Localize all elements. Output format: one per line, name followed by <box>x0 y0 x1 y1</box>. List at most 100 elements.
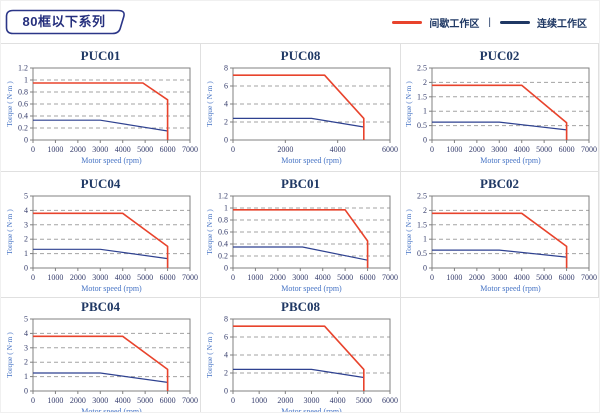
svg-text:3000: 3000 <box>491 273 507 282</box>
svg-text:5000: 5000 <box>536 145 552 154</box>
svg-text:1000: 1000 <box>446 145 462 154</box>
chart-cell: PUC01 0 1000 2000 3000 4000 5000 6000 7000 0 0.2 0… <box>1 44 201 172</box>
svg-text:Motor speed (rpm): Motor speed (rpm) <box>480 156 541 165</box>
svg-text:5: 5 <box>24 315 28 324</box>
chart-cell: PBC01 0 1000 2000 3000 4000 5000 6000 7000 0 0.2 0… <box>201 172 401 298</box>
svg-text:4: 4 <box>24 329 28 338</box>
chart-title: PBC01 <box>281 176 320 191</box>
svg-text:0: 0 <box>231 396 235 405</box>
svg-text:1000: 1000 <box>47 273 63 282</box>
svg-text:4000: 4000 <box>114 273 130 282</box>
svg-text:0: 0 <box>24 264 28 273</box>
svg-text:0: 0 <box>31 396 35 405</box>
svg-text:2000: 2000 <box>69 273 85 282</box>
svg-text:3000: 3000 <box>92 145 108 154</box>
svg-text:7000: 7000 <box>581 273 597 282</box>
chart-cell: PUC04 0 1000 2000 3000 4000 5000 6000 7000 0 1 2 3 4… <box>1 172 201 298</box>
svg-text:1000: 1000 <box>247 273 263 282</box>
svg-text:1000: 1000 <box>47 396 63 405</box>
svg-text:1: 1 <box>423 107 427 116</box>
svg-text:2: 2 <box>24 358 28 367</box>
svg-text:0: 0 <box>224 264 228 273</box>
page-header: 80框以下系列 间歇工作区 | 连续工作区 <box>1 1 599 43</box>
svg-text:6000: 6000 <box>382 145 398 154</box>
svg-text:7000: 7000 <box>182 396 198 405</box>
chart-title: PUC02 <box>479 48 520 63</box>
chart-cell: PBC04 0 1000 2000 3000 4000 5000 6000 7000 0 1 2 3 4… <box>1 298 201 413</box>
svg-text:0.2: 0.2 <box>218 252 228 261</box>
svg-text:3000: 3000 <box>292 273 308 282</box>
chart-cell: PBC02 0 1000 2000 3000 4000 5000 6000 7000 0 0.5 1… <box>401 172 599 298</box>
svg-text:5000: 5000 <box>137 396 153 405</box>
svg-text:6: 6 <box>224 82 228 91</box>
svg-text:0.8: 0.8 <box>218 216 228 225</box>
svg-text:1.2: 1.2 <box>18 64 28 73</box>
svg-text:Torque ( N·m ): Torque ( N·m ) <box>5 209 14 255</box>
svg-text:2.5: 2.5 <box>417 64 427 73</box>
chart-plot: 0 1000 2000 3000 4000 5000 6000 0 2 4 6 8 Motor spee… <box>205 315 398 413</box>
chart-plot: 0 1000 2000 3000 4000 5000 6000 7000 0 0.5 1 1.5 2 2.… <box>404 64 597 166</box>
svg-text:5000: 5000 <box>355 396 371 405</box>
svg-text:Motor speed (rpm): Motor speed (rpm) <box>81 407 142 413</box>
chart-title: PUC04 <box>80 176 121 191</box>
svg-text:Torque ( N·m ): Torque ( N·m ) <box>5 81 14 127</box>
svg-text:4000: 4000 <box>329 396 345 405</box>
svg-text:5000: 5000 <box>536 273 552 282</box>
chart-cell: PUC02 0 1000 2000 3000 4000 5000 6000 7000 0 0.5 1… <box>401 44 599 172</box>
svg-text:0: 0 <box>423 264 427 273</box>
svg-text:6: 6 <box>224 333 228 342</box>
svg-text:5000: 5000 <box>137 145 153 154</box>
svg-text:1: 1 <box>24 372 28 381</box>
svg-text:3: 3 <box>24 220 28 229</box>
svg-text:0: 0 <box>31 273 35 282</box>
svg-text:1: 1 <box>423 235 427 244</box>
svg-text:Torque ( N·m ): Torque ( N·m ) <box>5 332 14 378</box>
svg-text:1.2: 1.2 <box>218 192 228 201</box>
svg-text:4: 4 <box>24 206 28 215</box>
svg-text:4000: 4000 <box>114 396 130 405</box>
svg-text:2000: 2000 <box>468 273 484 282</box>
svg-text:4: 4 <box>224 351 228 360</box>
svg-text:0: 0 <box>430 273 434 282</box>
svg-text:0.4: 0.4 <box>18 112 28 121</box>
svg-text:1000: 1000 <box>47 145 63 154</box>
svg-text:4000: 4000 <box>513 145 529 154</box>
svg-text:Torque ( N·m ): Torque ( N·m ) <box>404 81 413 127</box>
svg-text:3000: 3000 <box>491 145 507 154</box>
chart-title: PBC02 <box>480 176 519 191</box>
svg-text:5: 5 <box>24 192 28 201</box>
svg-text:2: 2 <box>224 118 228 127</box>
svg-text:5000: 5000 <box>337 273 353 282</box>
svg-text:0: 0 <box>24 387 28 396</box>
svg-text:1: 1 <box>224 204 228 213</box>
svg-text:2.5: 2.5 <box>417 192 427 201</box>
svg-text:0.4: 0.4 <box>218 240 228 249</box>
series-badge-label: 80框以下系列 <box>22 14 106 29</box>
svg-text:0: 0 <box>231 273 235 282</box>
svg-text:2: 2 <box>423 206 427 215</box>
svg-text:2000: 2000 <box>468 145 484 154</box>
chart-plot: 0 1000 2000 3000 4000 5000 6000 7000 0 0.5 1 1.5 2 2.… <box>404 192 597 294</box>
chart-title: PBC04 <box>81 299 120 314</box>
svg-text:2000: 2000 <box>277 145 293 154</box>
chart-plot: 0 1000 2000 3000 4000 5000 6000 7000 0 1 2 3 4 5 Motor… <box>5 192 198 294</box>
svg-text:6000: 6000 <box>159 145 175 154</box>
svg-text:2000: 2000 <box>269 273 285 282</box>
svg-text:Motor speed (rpm): Motor speed (rpm) <box>81 284 142 293</box>
svg-text:7000: 7000 <box>581 145 597 154</box>
svg-text:1: 1 <box>24 76 28 85</box>
svg-text:6000: 6000 <box>159 396 175 405</box>
svg-text:0: 0 <box>231 145 235 154</box>
svg-text:Torque ( N·m ): Torque ( N·m ) <box>205 209 214 255</box>
svg-text:4: 4 <box>224 100 228 109</box>
svg-text:1.5: 1.5 <box>417 220 427 229</box>
svg-text:6000: 6000 <box>159 273 175 282</box>
svg-text:Motor speed (rpm): Motor speed (rpm) <box>281 156 342 165</box>
svg-text:2000: 2000 <box>69 396 85 405</box>
legend: 间歇工作区 | 连续工作区 <box>392 15 587 30</box>
svg-text:0: 0 <box>24 136 28 145</box>
svg-text:0: 0 <box>31 145 35 154</box>
svg-text:3000: 3000 <box>92 273 108 282</box>
svg-text:6000: 6000 <box>558 145 574 154</box>
